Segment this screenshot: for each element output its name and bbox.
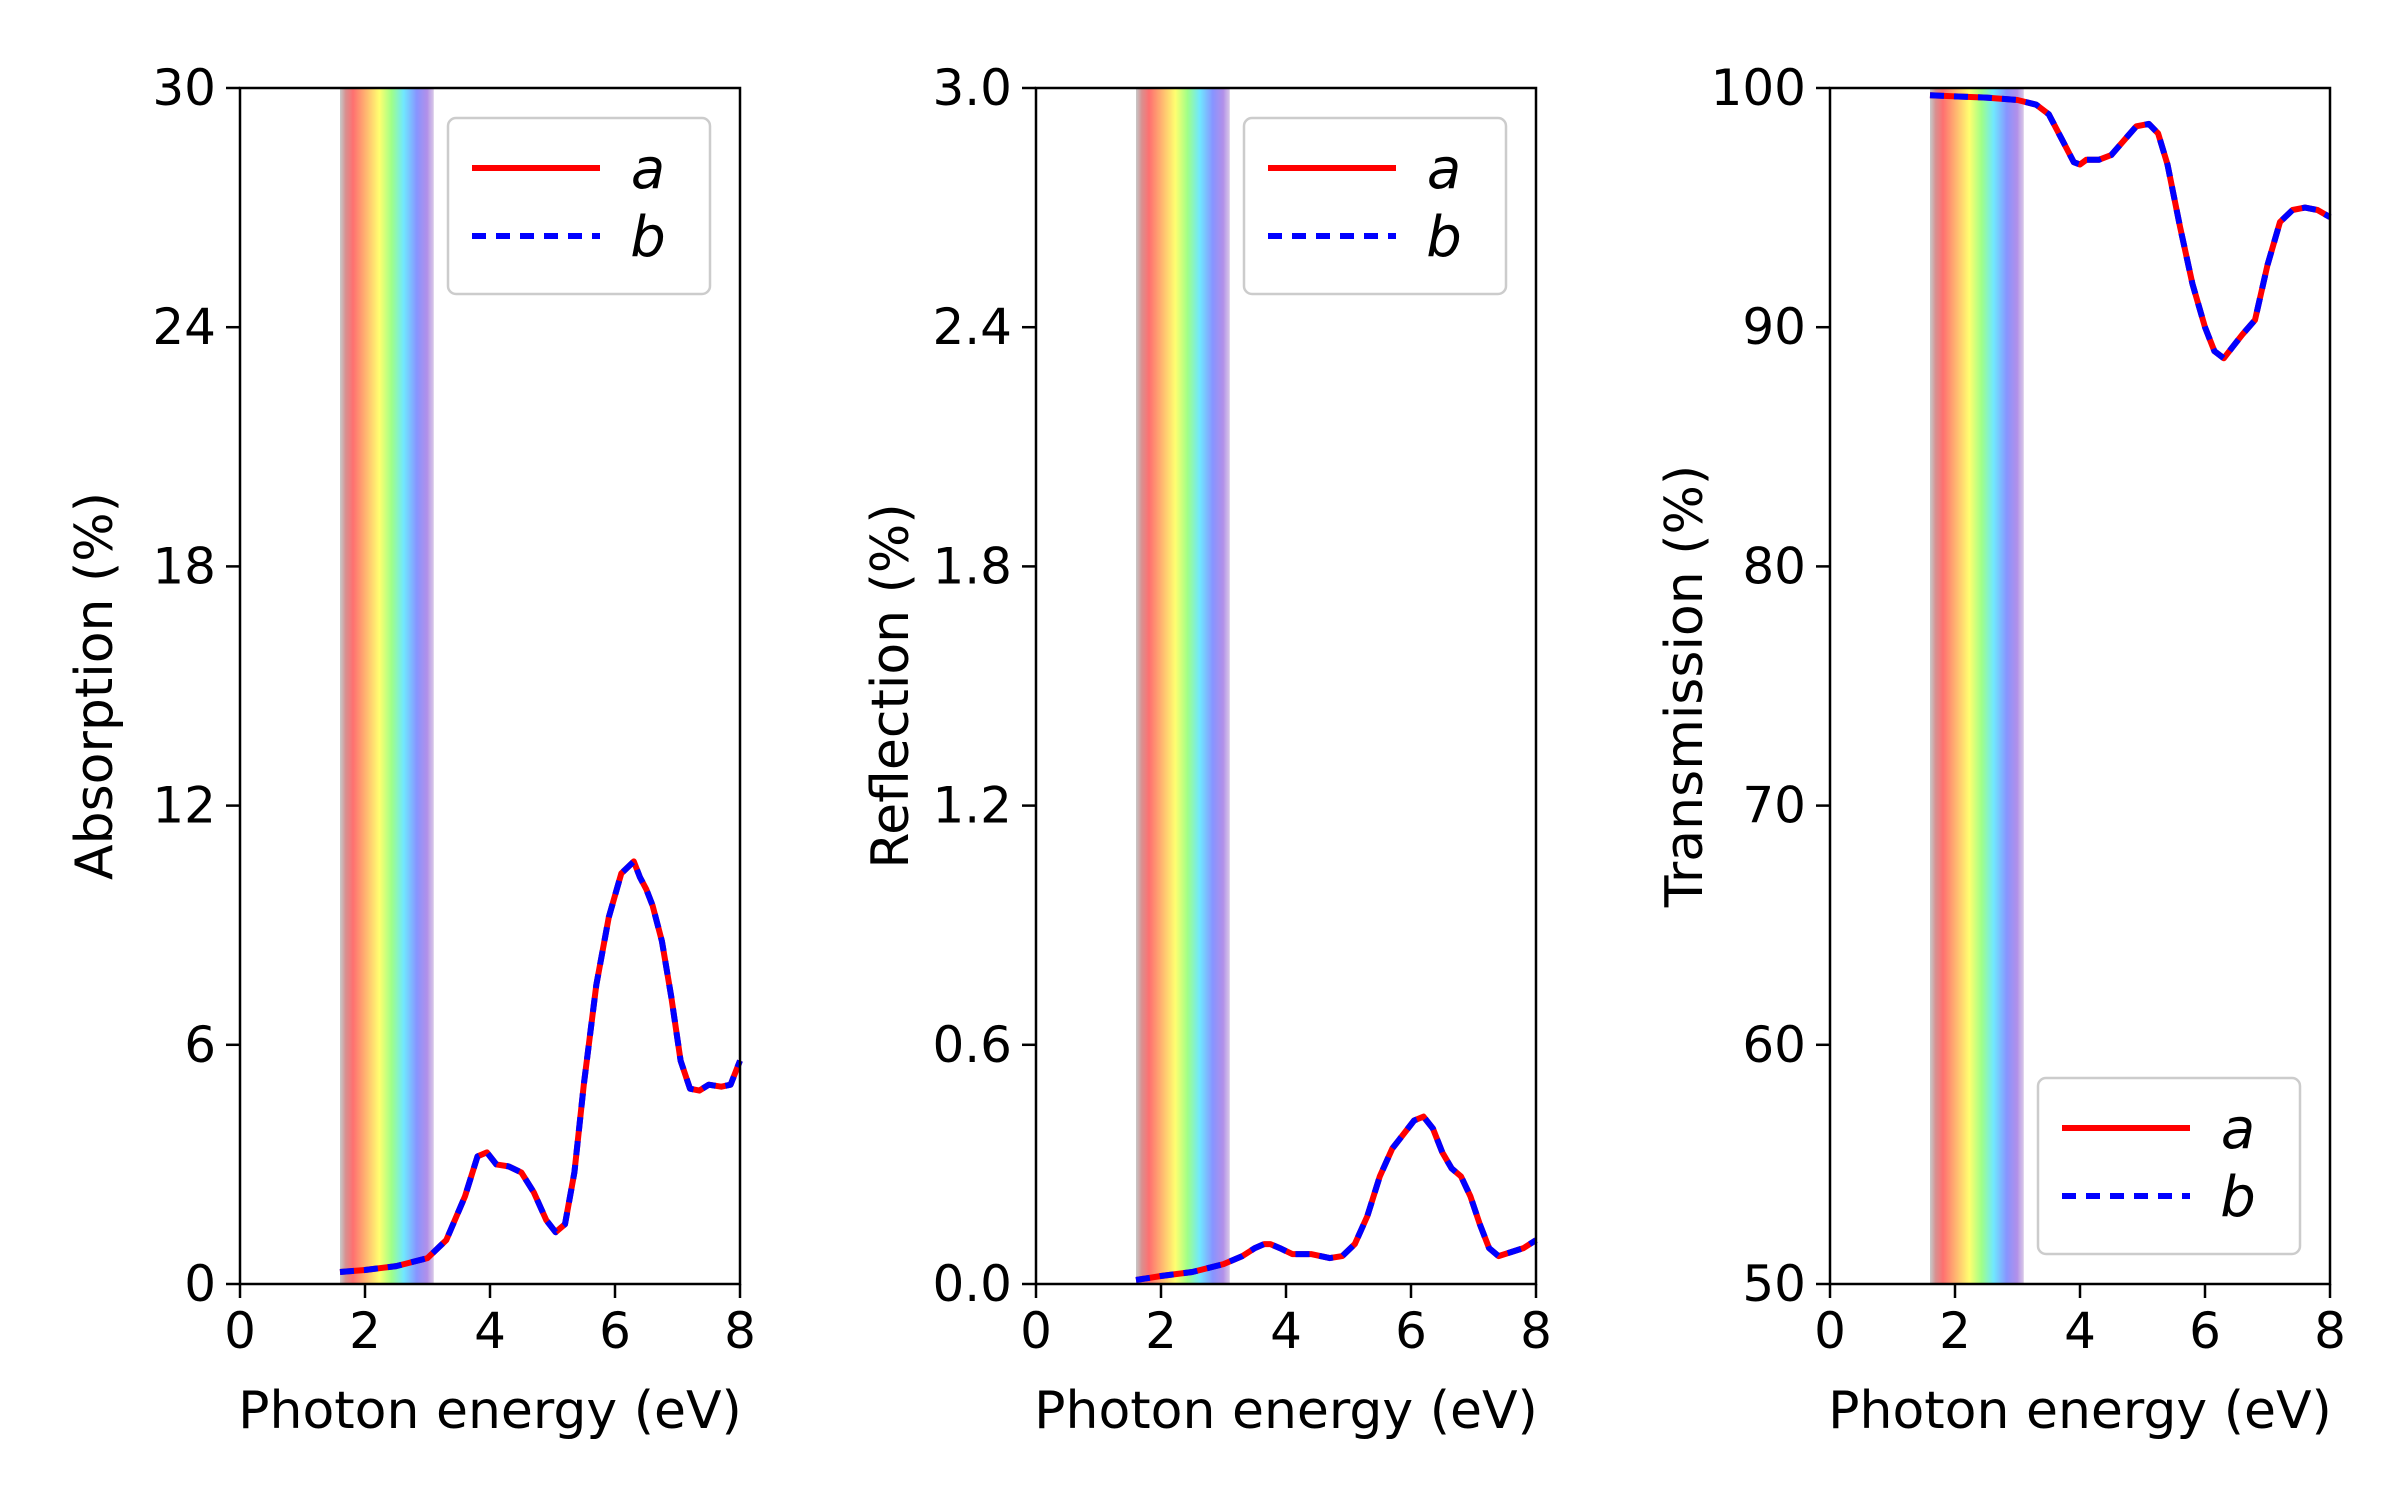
y-tick-label: 1.2 bbox=[932, 777, 1012, 835]
y-tick-label: 80 bbox=[1742, 537, 1806, 595]
series-line-b bbox=[1929, 92, 2332, 362]
legend: ab bbox=[1242, 116, 1508, 296]
y-tick-label: 90 bbox=[1742, 298, 1806, 356]
y-tick-label: 1.8 bbox=[932, 537, 1012, 595]
legend-label-a: a bbox=[631, 137, 665, 202]
y-axis-label: Absorption (%) bbox=[65, 492, 125, 880]
y-tick-label: 100 bbox=[1711, 59, 1806, 117]
x-tick-label: 6 bbox=[1395, 1302, 1427, 1360]
legend-label-b: b bbox=[2220, 1165, 2256, 1230]
legend-box bbox=[2036, 1076, 2302, 1256]
legend: ab bbox=[2036, 1076, 2302, 1256]
chart-panel-3: 0 2 4 6 8 50 60 70 80 90 100 Photon energy (eV) Tran… bbox=[1655, 59, 2346, 1441]
y-tick-label: 2.4 bbox=[932, 298, 1012, 356]
y-tick-label: 70 bbox=[1742, 777, 1806, 835]
y-tick-label: 3.0 bbox=[932, 59, 1012, 117]
y-tick-label: 30 bbox=[152, 59, 216, 117]
legend-label-b: b bbox=[1426, 205, 1462, 270]
y-tick-label: 18 bbox=[152, 537, 216, 595]
chart-panel-2: 0 2 4 6 8 0.0 0.6 1.2 1.8 2.4 3.0 Photon energy (eV… bbox=[861, 59, 1552, 1441]
x-axis-label: Photon energy (eV) bbox=[1034, 1381, 1538, 1441]
x-tick-label: 4 bbox=[2064, 1302, 2096, 1360]
series-line-b bbox=[1135, 1113, 1538, 1283]
visible-spectrum-band bbox=[340, 88, 434, 1284]
y-tick-label: 50 bbox=[1742, 1255, 1806, 1313]
x-tick-label: 0 bbox=[224, 1302, 256, 1360]
y-tick-label: 60 bbox=[1742, 1016, 1806, 1074]
x-tick-label: 2 bbox=[1939, 1302, 1971, 1360]
legend-box bbox=[1242, 116, 1508, 296]
x-tick-label: 0 bbox=[1814, 1302, 1846, 1360]
legend-label-a: a bbox=[2221, 1097, 2255, 1162]
x-tick-label: 4 bbox=[474, 1302, 506, 1360]
y-axis-label: Transmission (%) bbox=[1655, 465, 1715, 908]
y-axis-label: Reflection (%) bbox=[861, 503, 921, 868]
y-tick-label: 0.6 bbox=[932, 1016, 1012, 1074]
x-tick-label: 6 bbox=[599, 1302, 631, 1360]
x-tick-label: 8 bbox=[2314, 1302, 2346, 1360]
legend: ab bbox=[446, 116, 712, 296]
x-tick-label: 8 bbox=[1520, 1302, 1552, 1360]
y-tick-label: 6 bbox=[184, 1016, 216, 1074]
visible-spectrum-band bbox=[1930, 88, 2024, 1284]
y-tick-label: 0 bbox=[184, 1255, 216, 1313]
legend-label-b: b bbox=[630, 205, 666, 270]
x-tick-label: 8 bbox=[724, 1302, 756, 1360]
x-tick-label: 4 bbox=[1270, 1302, 1302, 1360]
x-axis-label: Photon energy (eV) bbox=[1828, 1381, 2332, 1441]
legend-box bbox=[446, 116, 712, 296]
x-tick-label: 6 bbox=[2189, 1302, 2221, 1360]
x-tick-label: 2 bbox=[1145, 1302, 1177, 1360]
y-tick-label: 12 bbox=[152, 777, 216, 835]
y-tick-label: 0.0 bbox=[932, 1255, 1012, 1313]
x-tick-label: 0 bbox=[1020, 1302, 1052, 1360]
legend-label-a: a bbox=[1427, 137, 1461, 202]
visible-spectrum-band bbox=[1136, 88, 1230, 1284]
x-tick-label: 2 bbox=[349, 1302, 381, 1360]
series-line-b bbox=[339, 858, 743, 1275]
x-axis-label: Photon energy (eV) bbox=[238, 1381, 742, 1441]
y-tick-label: 24 bbox=[152, 298, 216, 356]
